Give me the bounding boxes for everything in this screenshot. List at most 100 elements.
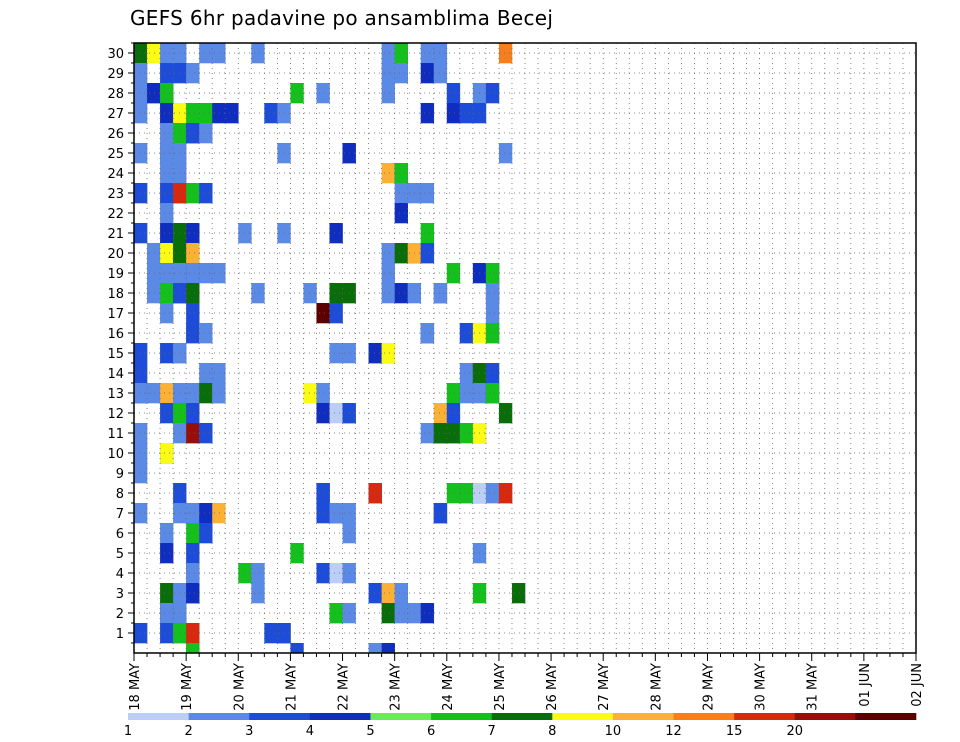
x-tick-label: 26 MAY [545,663,560,711]
y-tick-label: 17 [107,307,124,322]
heatmap-cell [199,423,213,444]
heatmap-cell [485,83,500,104]
heatmap-cell [433,63,448,84]
heatmap-cell [160,183,174,204]
heatmap-cell [381,243,395,264]
legend-label: 3 [245,724,253,739]
heatmap-cell [381,43,395,64]
heatmap-cell [329,503,343,524]
heatmap-cell [199,103,213,124]
heatmap-cell [485,363,500,384]
heatmap-cell [160,203,174,224]
heatmap-cell [420,43,435,64]
chart-title: GEFS 6hr padavine po ansamblima Becej [130,6,554,30]
y-tick-label: 13 [107,387,124,402]
heatmap-cell [160,83,174,104]
x-tick-label: 29 MAY [701,663,716,711]
heatmap-cell [212,363,226,384]
heatmap-cell [134,623,148,644]
heatmap-cell [160,143,174,164]
heatmap-cell [134,223,148,244]
heatmap-cell [186,123,200,144]
y-tick-label: 9 [116,467,124,482]
y-tick-label: 1 [116,627,124,642]
y-tick-label: 28 [107,87,124,102]
x-tick-label: 02 JUN [910,663,925,707]
heatmap-cell [381,283,395,304]
heatmap-cell [134,183,148,204]
heatmap-cell [420,423,435,444]
heatmap-cell [420,223,435,244]
heatmap-cell [160,303,174,324]
x-tick-label: 22 MAY [337,663,352,711]
heatmap-cell [212,503,226,524]
heatmap-cell [394,63,408,84]
heatmap-cell [316,483,330,504]
heatmap-cell [316,83,330,104]
heatmap-cell [485,263,500,284]
heatmap-cell [160,623,174,644]
heatmap-cell [186,523,200,544]
heatmap-cell [160,583,174,604]
legend-swatch [188,713,250,720]
heatmap-cell [498,43,513,64]
legend-label: 2 [184,724,192,739]
heatmap-cell [394,583,408,604]
x-tick-label: 28 MAY [649,663,664,711]
heatmap-cell [147,43,161,64]
heatmap-cell [134,143,148,164]
heatmap-cell [459,363,474,384]
heatmap-cell [381,63,395,84]
y-tick-label: 7 [116,507,124,522]
y-tick-label: 3 [116,587,124,602]
heatmap-cell [199,43,213,64]
heatmap-cell [485,483,500,504]
heatmap-cell [381,83,395,104]
legend-label: 15 [726,724,743,739]
heatmap-cell [134,423,148,444]
heatmap-cell [368,583,382,604]
heatmap-cell [212,263,226,284]
heatmap-cell [381,343,395,364]
heatmap-cell [446,83,461,104]
heatmap-cell [459,383,474,404]
heatmap-cell [446,383,461,404]
y-tick-label: 6 [116,527,124,542]
heatmap-cell [134,363,148,384]
heatmap-cell [186,183,200,204]
heatmap-cell [225,103,239,124]
heatmap-cell [485,323,500,344]
heatmap-cell [134,463,148,484]
heatmap-cell [485,383,500,404]
heatmap-cell [394,163,408,184]
heatmap-cell [160,263,174,284]
heatmap-cell [394,603,408,624]
heatmap-cell [446,483,461,504]
heatmap-cell [459,483,474,504]
legend-swatch [309,713,371,720]
heatmap-cell [394,183,408,204]
legend-label: 10 [605,724,622,739]
heatmap-cell [186,323,200,344]
heatmap-cell [160,283,174,304]
heatmap-cell [329,343,343,364]
x-tick-label: 23 MAY [389,663,404,711]
heatmap-cell [134,383,148,404]
x-tick-label: 31 MAY [806,663,821,711]
heatmap-cell [420,323,435,344]
legend-swatch [552,713,614,720]
heatmap-cell [186,263,200,284]
y-tick-label: 27 [107,107,124,122]
heatmap-cell [199,123,213,144]
heatmap-cell [446,103,461,124]
legend-label: 5 [366,724,374,739]
heatmap-cell [186,623,200,644]
legend-swatch [491,713,553,720]
legend-swatch [370,713,432,720]
heatmap-cell [329,563,343,584]
heatmap-cell [186,243,200,264]
legend-label: 8 [548,724,556,739]
y-tick-label: 14 [107,367,124,382]
x-tick-label: 18 MAY [128,663,143,711]
